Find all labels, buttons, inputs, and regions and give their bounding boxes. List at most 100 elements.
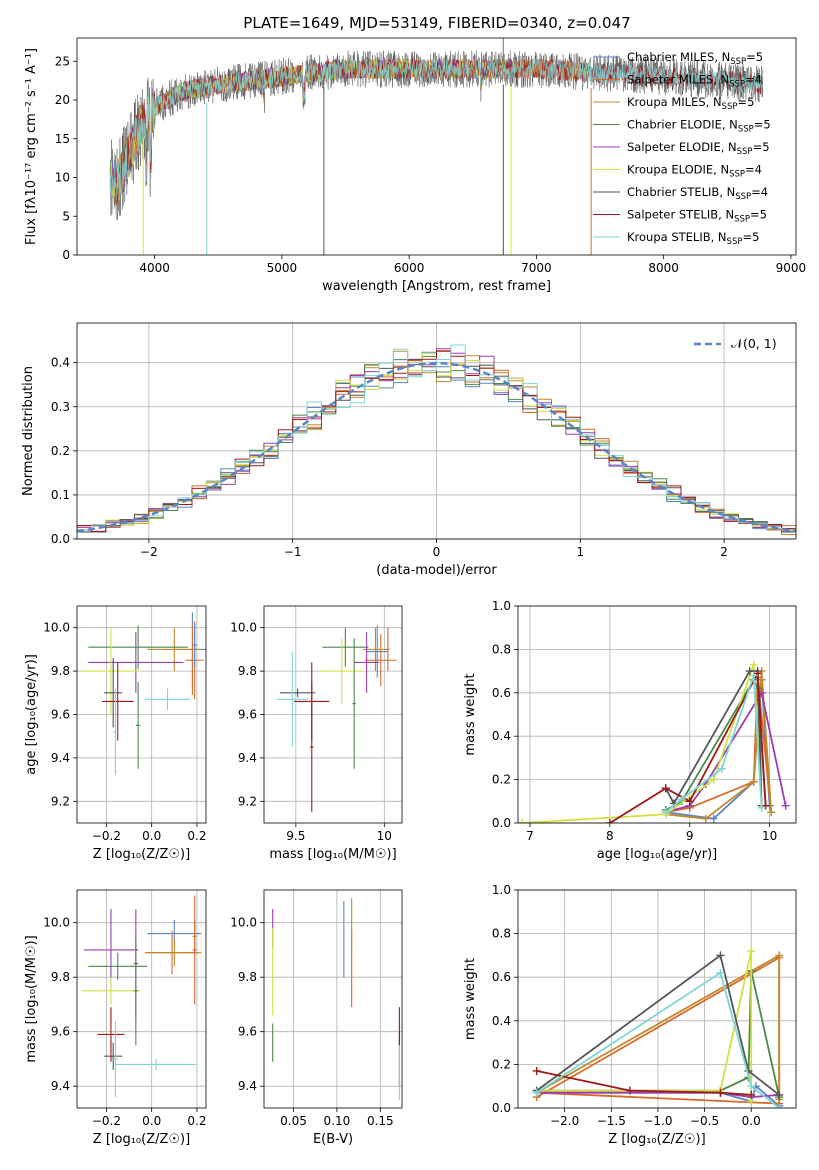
legend-label-subscript: SSP	[738, 125, 754, 135]
x-tick-label: 1	[576, 545, 584, 559]
x-tick-label: 2	[720, 545, 728, 559]
mass-weight-marker	[749, 660, 758, 669]
legend-label-tail: =5	[750, 208, 767, 222]
x-tick-label: 8	[606, 829, 614, 843]
x-tick-label: 0.10	[324, 1114, 351, 1128]
mass-weight-marker	[605, 819, 614, 823]
mass-weight-marker	[775, 1104, 784, 1108]
legend-label: Salpeter STELIB, NSSP=5	[627, 208, 767, 225]
mass-weight-marker	[747, 1090, 756, 1099]
mass-weight-line	[521, 664, 763, 823]
legend-label-tail: =5	[753, 140, 770, 154]
mass-weight-marker	[716, 968, 725, 977]
y-tick-label: 10.0	[43, 621, 70, 635]
mass-weight-marker	[716, 951, 725, 960]
spectrum-line	[109, 58, 592, 207]
spectrum-line	[109, 58, 512, 206]
mass-vs-metallicity-panel: −0.2 0.0 0.2 9.4 9.6 9.8 10.0 Z [log₁₀(Z/Z☉)] ma…	[24, 889, 206, 1147]
y-tick-label: 9.2	[238, 794, 257, 808]
age-vs-mass-panel: 9.5 10 9.2 9.4 9.6 9.8 10.0 mass [log₁₀(M/M☉)]	[230, 605, 403, 862]
y-tick-label: 0.4	[492, 729, 511, 743]
x-axis-label: wavelength [Angstrom, rest frame]	[322, 279, 551, 294]
mass-vs-ebv-panel: 0.05 0.10 0.15 9.4 9.6 9.8 10.0 E(B-V)	[230, 889, 403, 1147]
legend-label-subscript: SSP	[734, 215, 750, 225]
y-tick-label: 5	[62, 209, 70, 223]
y-tick-label: 9.4	[51, 1079, 70, 1093]
x-tick-label: −2	[140, 545, 158, 559]
x-tick-label: −1.0	[643, 1114, 672, 1128]
mass-weight-marker	[775, 951, 784, 960]
y-tick-label: 9.4	[238, 751, 257, 765]
x-tick-label: −1.5	[597, 1114, 626, 1128]
mass-weight-vs-metallicity-panel: −2.0 −1.5 −1.0 −0.5 0.0 0.0 0.2 0.4 0.6 0.8 1.0 Z […	[463, 883, 797, 1147]
plot-area	[276, 625, 397, 813]
x-tick-label: 8000	[648, 261, 679, 275]
legend-label-subscript: SSP	[727, 237, 743, 247]
x-tick-label: 0.0	[142, 829, 161, 843]
y-tick-label: 0.2	[492, 1057, 511, 1071]
y-tick-label: 0.4	[492, 1014, 511, 1028]
y-tick-label: 9.8	[238, 664, 257, 678]
x-tick-label: 7000	[521, 261, 552, 275]
x-tick-label: 0.2	[187, 829, 206, 843]
y-tick-label: 0.8	[492, 927, 511, 941]
y-tick-label: 10.0	[230, 621, 257, 635]
y-tick-label: 0.2	[51, 444, 70, 458]
x-tick-label: 9000	[776, 261, 807, 275]
mass-weight-marker	[745, 667, 754, 676]
y-tick-label: 0.1	[51, 488, 70, 502]
axes-frame	[263, 889, 403, 1109]
y-tick-label: 0.4	[51, 356, 70, 370]
mass-weight-marker	[532, 1088, 541, 1097]
legend-label: Kroupa MILES, NSSP=5	[627, 95, 754, 112]
spectrum-line	[109, 58, 764, 202]
y-tick-label: 9.8	[51, 970, 70, 984]
y-axis-label: mass weight	[463, 958, 478, 1040]
legend-label: Chabrier ELODIE, NSSP=5	[627, 118, 771, 135]
x-tick-label: 0.0	[142, 1114, 161, 1128]
legend-label-tail: =5	[746, 50, 763, 64]
x-tick-label: 6000	[394, 261, 425, 275]
y-tick-label: 9.4	[238, 1079, 257, 1093]
x-axis-label: E(B-V)	[313, 1132, 353, 1147]
x-axis-label: (data-model)/error	[376, 563, 497, 578]
residual-histogram-panel: −2 −1 0 1 2 0.0 0.1 0.2 0.3 0.4 (data-model)/error…	[21, 322, 797, 578]
legend: Chabrier MILES, NSSP=5 Salpeter MILES, NS…	[593, 50, 771, 247]
spectrum-title: PLATE=1649, MJD=53149, FIBERID=0340, z=0…	[243, 14, 630, 32]
y-axis-label: Flux [fλ10⁻¹⁷ erg cm⁻² s⁻¹ A⁻¹]	[24, 48, 39, 245]
y-tick-label: 9.6	[238, 1025, 257, 1039]
normal-curve	[77, 361, 796, 533]
mass-weight-marker	[767, 808, 776, 817]
legend-label-tail: =5	[742, 230, 759, 244]
y-axis-label: mass weight	[463, 673, 478, 755]
plot-area	[272, 898, 400, 1100]
x-tick-label: 10	[762, 829, 777, 843]
x-tick-label: 5000	[267, 261, 298, 275]
plot-area	[532, 947, 784, 1108]
plot-area	[81, 895, 202, 1098]
y-tick-label: 9.8	[238, 970, 257, 984]
x-tick-label: 10	[377, 829, 392, 843]
x-tick-label: 0.15	[367, 1114, 394, 1128]
y-tick-label: 9.2	[51, 794, 70, 808]
y-tick-label: 20	[55, 93, 70, 107]
mass-weight-marker	[747, 1082, 756, 1091]
y-tick-label: 0.8	[492, 642, 511, 656]
axes-frame	[76, 322, 797, 540]
legend-label: Chabrier STELIB, NSSP=4	[627, 185, 768, 202]
mass-weight-marker	[781, 801, 790, 810]
x-tick-label: −0.2	[92, 1114, 121, 1128]
y-tick-label: 10.0	[43, 916, 70, 930]
x-axis-label: Z [log₁₀(Z/Z☉)]	[93, 1132, 190, 1147]
mass-weight-marker	[709, 814, 718, 823]
mass-weight-vs-age-panel: 7 8 9 10 0.0 0.2 0.4 0.6 0.8 1.0 age [log₁₀(age/yr…	[463, 599, 797, 862]
y-axis-label: mass [log₁₀(M/M☉)]	[24, 935, 39, 1062]
y-tick-label: 9.6	[238, 708, 257, 722]
x-axis-label: Z [log₁₀(Z/Z☉)]	[608, 1132, 705, 1147]
y-tick-label: 0.0	[51, 532, 70, 546]
x-tick-label: 9.5	[286, 829, 305, 843]
mass-weight-line	[536, 971, 780, 1108]
plot-area	[518, 660, 790, 823]
mass-weight-line	[536, 953, 780, 1096]
